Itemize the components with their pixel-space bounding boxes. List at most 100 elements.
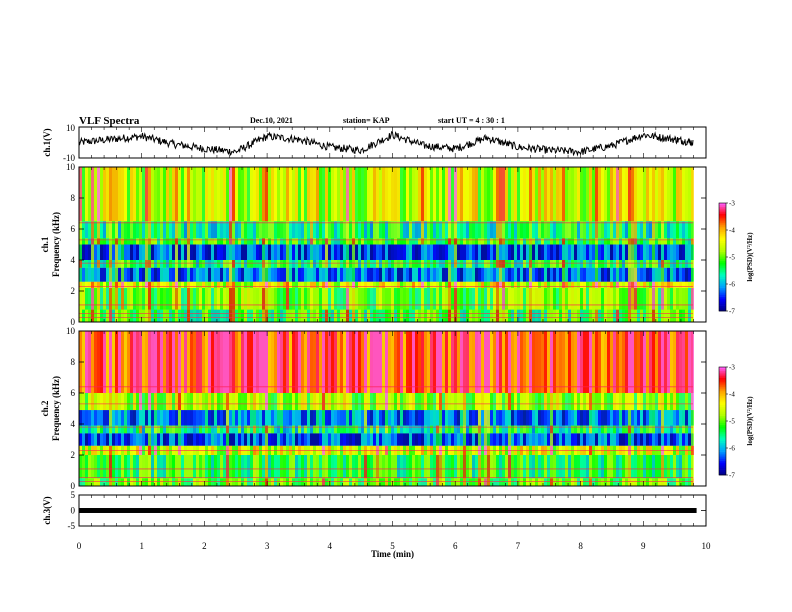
spectrogram-cell <box>472 410 475 426</box>
spectrogram-cell <box>262 281 265 288</box>
spectrogram-cell <box>208 221 211 239</box>
spectrogram-cell <box>286 221 289 239</box>
spectrogram-cell <box>85 410 88 426</box>
spectrogram-cell <box>319 433 322 446</box>
spectrogram-cell <box>247 331 250 393</box>
spectrogram-cell <box>526 260 529 268</box>
spectrogram-cell <box>115 287 118 310</box>
spectrogram-cell <box>313 455 316 479</box>
spectrogram-cell <box>109 281 112 288</box>
spectrogram-cell <box>571 393 574 411</box>
spectrogram-cell <box>421 478 424 486</box>
spectrogram-cell <box>445 393 448 411</box>
spectrogram-cell <box>220 478 223 486</box>
spectrogram-cell <box>616 309 619 322</box>
spectrogram-cell <box>298 221 301 239</box>
spectrogram-cell <box>124 287 127 310</box>
spectrogram-cell <box>94 238 97 245</box>
spectrogram-cell <box>88 433 91 446</box>
colorbar-cell <box>719 428 726 431</box>
spectrogram-cell <box>91 309 94 322</box>
spectrogram-cell <box>670 281 673 288</box>
spectrogram-cell <box>319 410 322 426</box>
spectrogram-cell <box>502 281 505 288</box>
spectrogram-cell <box>106 309 109 322</box>
spectrogram-cell <box>184 455 187 479</box>
spectrogram-cell <box>484 425 487 434</box>
spectrogram-cell <box>511 267 514 282</box>
spectrogram-cell <box>313 331 316 393</box>
spectrogram-cell <box>610 478 613 486</box>
spectrogram-cell <box>448 410 451 426</box>
spectrogram-cell <box>304 393 307 411</box>
spectrogram-cell <box>100 410 103 426</box>
spectrogram-cell <box>88 331 91 393</box>
spectrogram-cell <box>148 393 151 411</box>
spectrogram-cell <box>634 455 637 479</box>
spectrogram-cell <box>586 281 589 288</box>
spectrogram-cell <box>625 287 628 310</box>
spectrogram-cell <box>331 410 334 426</box>
spectrogram-cell <box>361 267 364 282</box>
spectrogram-cell <box>361 433 364 446</box>
spectrogram-cell <box>136 260 139 268</box>
spectrogram-cell <box>340 281 343 288</box>
spectrogram-cell <box>211 433 214 446</box>
spectrogram-cell <box>598 244 601 260</box>
spectrogram-cell <box>418 244 421 260</box>
spectrogram-cell <box>349 260 352 268</box>
spectrogram-cell <box>436 221 439 239</box>
spectrogram-cell <box>235 244 238 260</box>
colorbar-cell <box>719 422 726 425</box>
spectrogram-cell <box>121 455 124 479</box>
spectrogram-cell <box>274 425 277 434</box>
spectrogram-cell <box>79 287 82 310</box>
spectrogram-cell <box>637 238 640 245</box>
spectrogram-cell <box>109 478 112 486</box>
spectrogram-cell <box>493 167 496 222</box>
spectrogram-cell <box>331 260 334 268</box>
spectrogram-cell <box>394 410 397 426</box>
spectrogram-cell <box>121 478 124 486</box>
colorbar-label: log(PSD)(V²/Hz) <box>746 396 754 446</box>
spectrogram-cell <box>442 478 445 486</box>
spectrogram-cell <box>679 281 682 288</box>
spectrogram-cell <box>388 433 391 446</box>
spectrogram-cell <box>187 410 190 426</box>
spectrogram-cell <box>496 410 499 426</box>
spectrogram-cell <box>352 410 355 426</box>
spectrogram-cell <box>277 287 280 310</box>
colorbar-cell <box>719 467 726 470</box>
spectrogram-cell <box>391 260 394 268</box>
spectrogram-cell <box>238 167 241 222</box>
spectrogram-cell <box>457 309 460 322</box>
spectrogram-cell <box>355 393 358 411</box>
spectrogram-cell <box>406 221 409 239</box>
spectrogram-cell <box>154 410 157 426</box>
spectrogram-cell <box>187 433 190 446</box>
spectrogram-cell <box>472 221 475 239</box>
spectrogram-cell <box>379 425 382 434</box>
spectrogram-cell <box>568 244 571 260</box>
spectrogram-cell <box>622 478 625 486</box>
spectrogram-cell <box>538 167 541 222</box>
x-tick-label: 1 <box>139 541 144 551</box>
spectrogram-cell <box>352 393 355 411</box>
spectrogram-cell <box>673 221 676 239</box>
spectrogram-cell <box>643 433 646 446</box>
spectrogram-cell <box>370 238 373 245</box>
spectrogram-cell <box>181 478 184 486</box>
spectrogram-cell <box>571 331 574 393</box>
spectrogram-cell <box>691 331 694 393</box>
spectrogram-cell <box>79 221 82 239</box>
spectrogram-cell <box>616 221 619 239</box>
spectrogram-cell <box>547 478 550 486</box>
colorbar-cell <box>719 413 726 416</box>
spectrogram-cell <box>658 309 661 322</box>
spectrogram-cell <box>250 455 253 479</box>
spectrogram-cell <box>430 393 433 411</box>
spectrogram-cell <box>256 309 259 322</box>
spectrogram-cell <box>220 433 223 446</box>
spectrogram-cell <box>391 309 394 322</box>
spectrogram-cell <box>688 393 691 411</box>
